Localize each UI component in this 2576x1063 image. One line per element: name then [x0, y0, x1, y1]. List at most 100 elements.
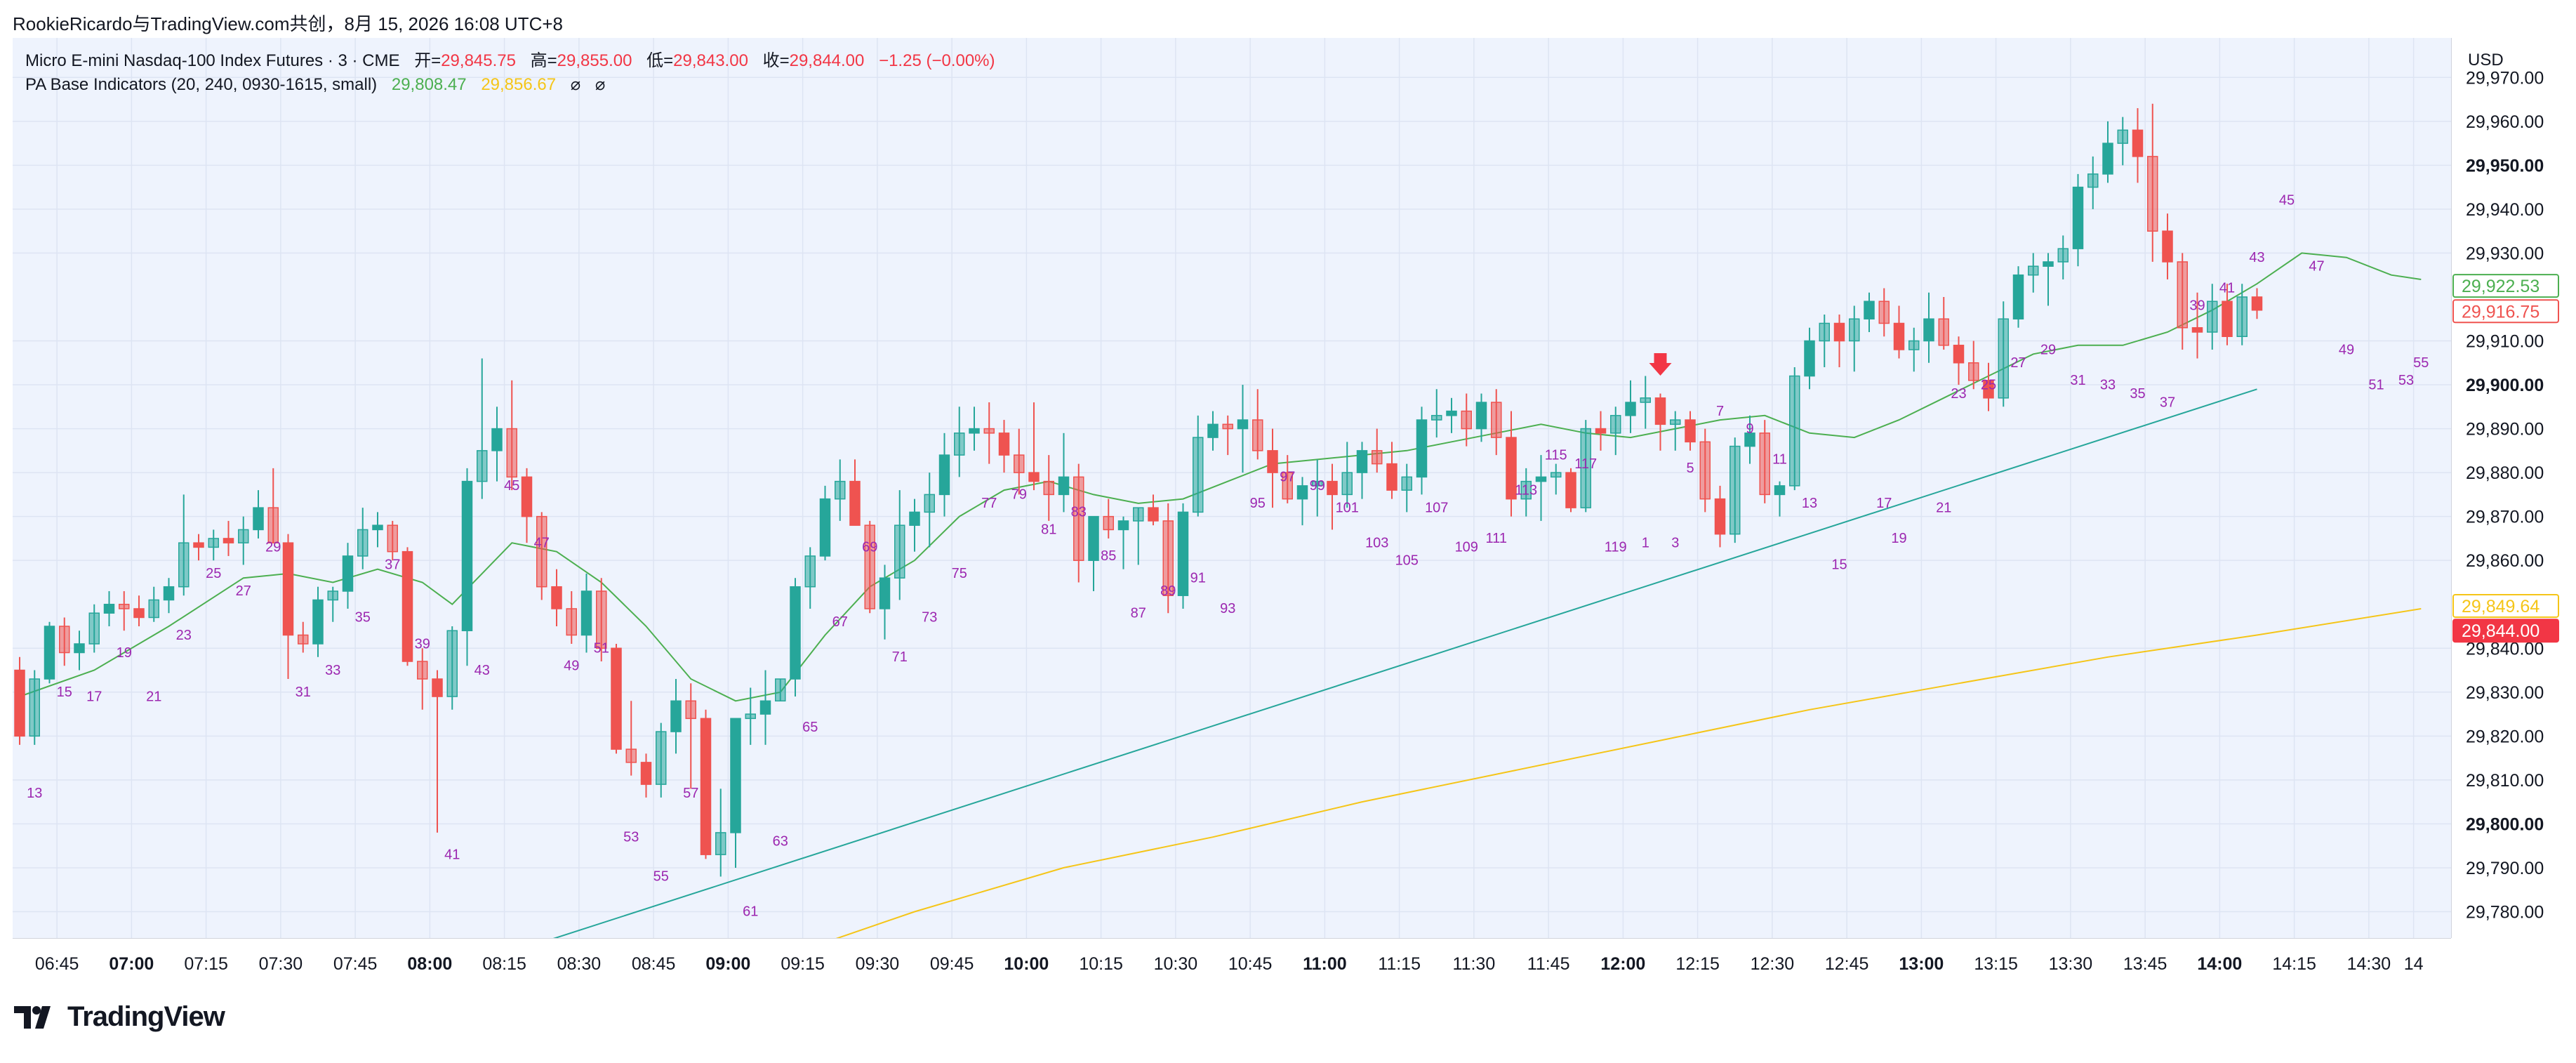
bear-candle[interactable] [1878, 288, 1890, 337]
bear-candle[interactable] [506, 380, 517, 491]
bear-candle[interactable] [1833, 314, 1845, 368]
bull-candle[interactable] [178, 494, 190, 596]
bear-candle[interactable] [298, 621, 309, 653]
bear-candle[interactable] [1148, 494, 1159, 526]
bull-candle[interactable] [327, 586, 338, 622]
bear-candle[interactable] [401, 547, 413, 666]
bull-candle[interactable] [461, 468, 473, 666]
bull-candle[interactable] [1356, 442, 1368, 499]
bull-candle[interactable] [1923, 292, 1934, 363]
bear-candle[interactable] [387, 520, 398, 561]
bull-candle[interactable] [2057, 235, 2069, 279]
bull-candle[interactable] [1625, 380, 1636, 433]
bull-candle[interactable] [1804, 327, 1815, 390]
bull-candle[interactable] [342, 543, 354, 609]
bear-candle[interactable] [1699, 428, 1711, 513]
bull-candle[interactable] [1133, 507, 1144, 565]
bull-candle[interactable] [1744, 415, 1755, 464]
bull-candle[interactable] [74, 630, 85, 671]
bull-candle[interactable] [148, 586, 159, 622]
bull-candle[interactable] [1431, 389, 1442, 438]
bull-candle[interactable] [1819, 314, 1830, 368]
bear-candle[interactable] [1685, 411, 1696, 451]
symbol-title[interactable]: Micro E-mini Nasdaq-100 Index Futures · … [25, 51, 400, 70]
bear-candle[interactable] [1595, 411, 1607, 451]
bear-candle[interactable] [1372, 428, 1383, 473]
bear-candle[interactable] [223, 520, 234, 556]
bull-candle[interactable] [491, 407, 503, 482]
bull-candle[interactable] [312, 586, 324, 657]
bull-candle[interactable] [477, 358, 488, 499]
bull-candle[interactable] [954, 407, 965, 477]
bull-candle[interactable] [1551, 463, 1562, 495]
bull-candle[interactable] [1774, 481, 1786, 517]
bull-candle[interactable] [1446, 397, 1457, 433]
bear-candle[interactable] [1222, 415, 1233, 456]
bull-candle[interactable] [1789, 367, 1800, 491]
bear-candle[interactable] [1014, 428, 1025, 495]
bull-candle[interactable] [1237, 385, 1249, 473]
bear-candle[interactable] [1043, 455, 1054, 521]
bull-candle[interactable] [238, 516, 249, 565]
bear-candle[interactable] [1028, 402, 1040, 491]
bear-candle[interactable] [119, 590, 130, 631]
bear-candle[interactable] [1968, 341, 1979, 390]
bear-candle[interactable] [849, 459, 861, 526]
bear-candle[interactable] [983, 402, 995, 464]
bear-candle[interactable] [998, 420, 1010, 473]
bear-candle[interactable] [2162, 213, 2173, 279]
bull-candle[interactable] [1312, 459, 1323, 517]
bear-candle[interactable] [2191, 292, 2203, 359]
bull-candle[interactable] [745, 687, 756, 745]
bull-candle[interactable] [2072, 173, 2084, 267]
bull-candle[interactable] [446, 626, 458, 710]
bull-candle[interactable] [715, 788, 726, 877]
bull-candle[interactable] [1640, 376, 1651, 429]
bear-candle[interactable] [1282, 455, 1293, 503]
bull-candle[interactable] [1908, 327, 1920, 372]
bull-candle[interactable] [1117, 516, 1129, 569]
bull-candle[interactable] [1670, 411, 1681, 451]
bear-candle[interactable] [193, 534, 204, 561]
bull-candle[interactable] [1864, 292, 1875, 332]
bear-candle[interactable] [2177, 253, 2188, 350]
bear-candle[interactable] [625, 701, 637, 776]
bull-candle[interactable] [730, 718, 741, 868]
bear-candle[interactable] [59, 617, 70, 666]
bear-candle[interactable] [282, 534, 294, 680]
bear-candle[interactable] [700, 709, 712, 859]
bull-candle[interactable] [1520, 468, 1532, 517]
bear-candle[interactable] [1461, 393, 1472, 447]
bull-candle[interactable] [1341, 442, 1353, 508]
bear-candle[interactable] [1893, 305, 1905, 359]
bull-candle[interactable] [1296, 477, 1308, 526]
bull-candle[interactable] [253, 490, 264, 539]
bull-candle[interactable] [1849, 305, 1860, 372]
bear-candle[interactable] [596, 578, 607, 662]
bear-candle[interactable] [1386, 442, 1397, 499]
bull-candle[interactable] [44, 621, 55, 684]
bull-candle[interactable] [1207, 411, 1219, 451]
bear-candle[interactable] [2147, 103, 2158, 262]
bull-candle[interactable] [2236, 284, 2248, 345]
bull-candle[interactable] [938, 433, 950, 517]
bull-candle[interactable] [804, 547, 816, 609]
bull-candle[interactable] [580, 573, 592, 653]
bear-candle[interactable] [685, 683, 696, 789]
bull-candle[interactable] [790, 578, 801, 697]
bull-candle[interactable] [2207, 284, 2218, 350]
bull-candle[interactable] [819, 485, 831, 561]
time-axis[interactable]: 06:45 07:00 07:15 07:30 07:45 08:00 08:15 08:30… [13, 938, 2451, 985]
bear-candle[interactable] [1759, 420, 1770, 503]
bull-candle[interactable] [924, 473, 935, 548]
bear-candle[interactable] [1267, 428, 1278, 508]
bear-candle[interactable] [417, 648, 428, 710]
bear-candle[interactable] [1654, 393, 1666, 451]
bull-candle[interactable] [1088, 515, 1099, 591]
bull-candle[interactable] [759, 670, 771, 745]
bear-candle[interactable] [14, 656, 25, 745]
bull-candle[interactable] [208, 529, 219, 561]
bull-candle[interactable] [1580, 420, 1591, 513]
bull-candle[interactable] [2043, 253, 2054, 306]
bear-candle[interactable] [1506, 411, 1517, 517]
